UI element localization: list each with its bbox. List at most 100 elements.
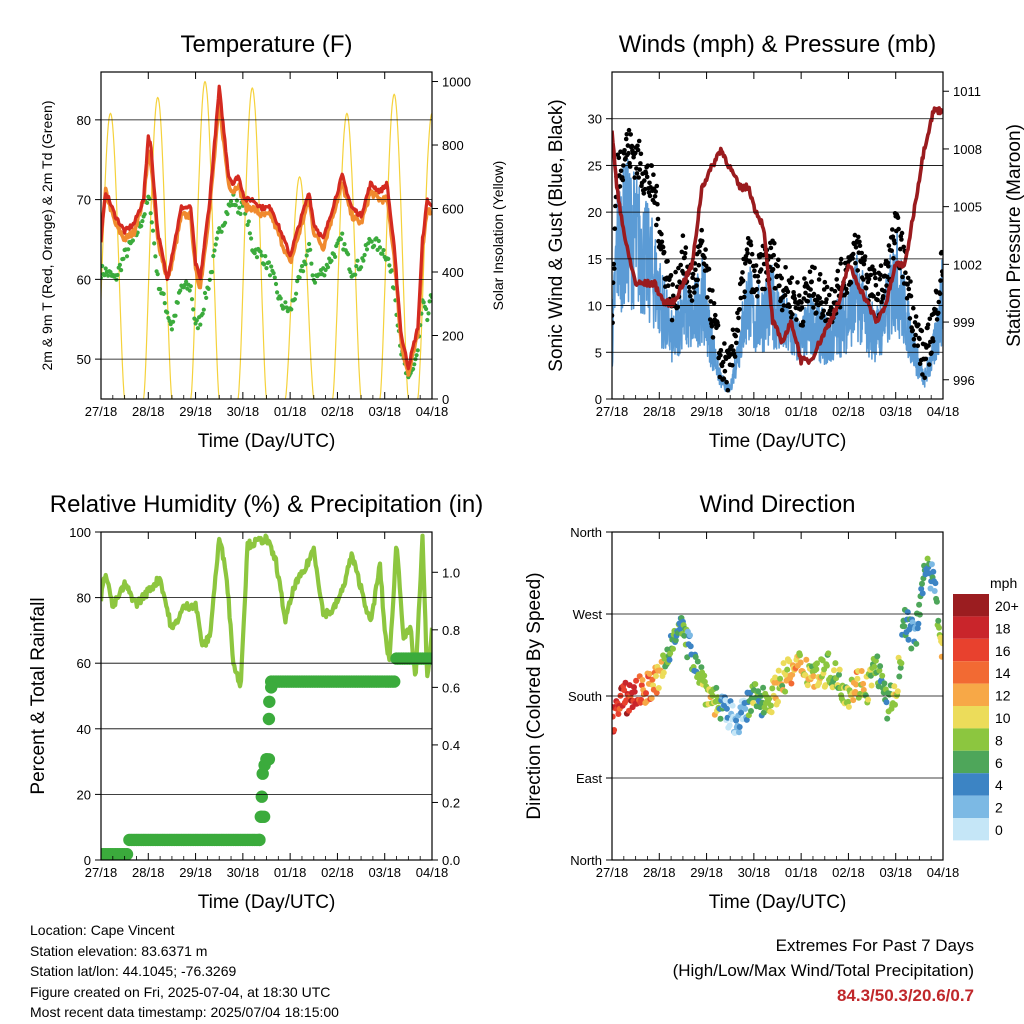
x-tick-label: 29/18 (690, 865, 723, 880)
y-tick-label: South (568, 689, 602, 704)
dewpoint-point (246, 219, 251, 224)
gust-point (828, 312, 833, 317)
gust-point (768, 245, 774, 251)
gust-point (920, 372, 925, 377)
dewpoint-point (124, 254, 130, 259)
x-tick-label: 02/18 (832, 865, 865, 880)
gust-point (656, 238, 661, 244)
gust-point (908, 279, 913, 284)
x-tick-label: 01/18 (785, 404, 818, 419)
gust-point (652, 194, 658, 199)
dewpoint-point (389, 268, 394, 273)
dewpoint-point (178, 288, 183, 293)
gust-point (861, 277, 866, 282)
gust-point (917, 336, 922, 342)
dewpoint-point (175, 300, 180, 305)
y2-tick-label: 1000 (442, 75, 471, 90)
direction-point (916, 601, 923, 608)
gust-point (710, 288, 715, 293)
direction-point (775, 698, 781, 705)
colorbar-swatch (953, 795, 989, 818)
direction-point (752, 681, 759, 688)
gust-point (680, 233, 686, 238)
gust-point (655, 201, 660, 207)
y-tick-label: East (576, 771, 602, 786)
dewpoint-point (173, 313, 178, 318)
direction-point (814, 660, 820, 667)
dewpoint-point (425, 317, 430, 323)
dewpoint-point (238, 211, 243, 216)
gust-point (794, 317, 799, 322)
y2-tick-label: 400 (442, 265, 464, 280)
colorbar-swatch (953, 773, 989, 796)
dewpoint-point (217, 226, 222, 231)
direction-point (892, 701, 898, 708)
y2-tick-label: 1008 (953, 142, 982, 157)
direction-point (717, 715, 724, 722)
gust-point (877, 276, 883, 282)
x-tick-label: 02/18 (321, 865, 354, 880)
dewpoint-point (340, 231, 345, 236)
solar-series (332, 112, 362, 399)
dewpoint-point (162, 301, 167, 306)
gust-point (797, 293, 802, 298)
direction-point (868, 682, 875, 689)
gust-point (814, 310, 819, 316)
gust-point (934, 317, 940, 322)
gust-point (910, 328, 915, 333)
gust-point (799, 305, 805, 311)
y-axis-label: Sonic Wind & Gust (Blue, Black) (546, 99, 567, 371)
y2-tick-label: 996 (953, 373, 975, 388)
gust-point (636, 138, 642, 144)
dewpoint-point (102, 273, 107, 278)
dewpoint-point (271, 271, 276, 276)
dewpoint-point (145, 200, 150, 205)
dewpoint-point (272, 275, 277, 280)
gust-point (707, 317, 713, 322)
gust-point (927, 316, 933, 322)
gust-point (643, 171, 649, 176)
gust-point (772, 240, 777, 246)
precip-point (260, 753, 273, 766)
dewpoint-point (101, 263, 105, 269)
x-tick-label: 29/18 (690, 404, 723, 419)
direction-point (743, 716, 750, 723)
gust-point (824, 297, 829, 302)
direction-point (936, 624, 942, 631)
gust-point (690, 275, 695, 281)
y-axis-label: Direction (Colored By Speed) (524, 572, 545, 819)
gust-point (850, 251, 856, 257)
x-tick-label: 03/18 (368, 404, 401, 419)
temp-9m-series (101, 84, 432, 371)
gust-point (885, 260, 891, 266)
dewpoint-point (140, 219, 145, 224)
dewpoint-point (200, 311, 205, 316)
colorbar-label: 6 (995, 755, 1003, 771)
gust-point (907, 316, 913, 321)
direction-point (932, 580, 939, 587)
x-tick-label: 28/18 (643, 865, 676, 880)
dewpoint-point (266, 260, 271, 265)
gust-point (919, 328, 925, 334)
gust-point (668, 273, 674, 278)
gust-point (693, 267, 698, 273)
recent-text: Most recent data timestamp: 2025/07/04 1… (30, 1004, 339, 1020)
gust-point (929, 350, 934, 356)
dewpoint-point (295, 279, 300, 284)
gust-point (816, 277, 822, 282)
gust-point (912, 343, 917, 348)
colorbar-label: 12 (995, 688, 1011, 704)
gust-point (855, 268, 860, 273)
gust-point (745, 236, 751, 241)
gust-point (741, 294, 747, 300)
pressure-series (612, 106, 943, 366)
colorbar-swatch (953, 750, 989, 774)
dewpoint-point (312, 280, 318, 285)
colorbar-label: 2 (995, 800, 1003, 816)
direction-point (919, 590, 926, 597)
dewpoint-point (214, 236, 219, 241)
gust-point (857, 239, 862, 245)
dewpoint-point (225, 211, 230, 217)
y2-tick-label: 0.0 (442, 853, 460, 868)
gust-point (859, 250, 864, 256)
